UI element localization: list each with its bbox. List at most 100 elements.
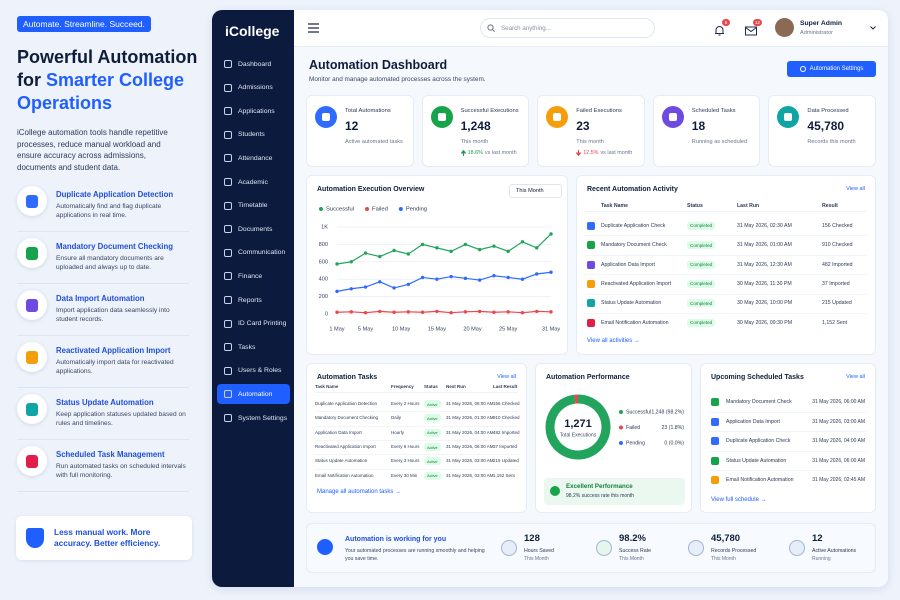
nav-item[interactable]: Admissions [217, 78, 290, 98]
footer-link[interactable]: View all activities → [587, 338, 640, 345]
status-pill: Active [424, 457, 441, 466]
chevron[interactable] [870, 26, 876, 30]
feature-list: Duplicate Application Detection Automatic… [17, 180, 189, 492]
nav-label: Users & Roles [238, 367, 282, 375]
period-dropdown[interactable]: This Month [509, 184, 562, 198]
footer-link[interactable]: View full schedule → [711, 497, 767, 503]
task-name: Application Data Import [726, 418, 780, 425]
series-point [492, 244, 496, 248]
series-point [335, 262, 339, 266]
task-name: Mandatory Document Check [726, 399, 792, 405]
series-point [506, 310, 510, 314]
status-pill: Completed [687, 279, 716, 288]
nav-item[interactable]: Finance [217, 266, 290, 286]
cell: 37 Imported [493, 444, 518, 450]
series-point [477, 247, 482, 252]
status-banner: Automation is working for you Your automa… [306, 523, 876, 573]
kpi-icon [546, 106, 569, 128]
kpi-card: Total Automations 12 Active automated task… [306, 95, 414, 167]
series-point [335, 289, 339, 294]
row-rule [585, 313, 867, 314]
legend-swatch [319, 207, 323, 211]
nav-item[interactable]: ID Card Printing [217, 314, 290, 334]
headline: Powerful Automation for Smarter College … [17, 46, 207, 115]
search-box[interactable]: Search anything... [480, 18, 655, 38]
series-point [363, 251, 368, 255]
status-text: 98.2% success rate this month [566, 493, 635, 499]
nav-item[interactable]: Tasks [217, 337, 290, 357]
series-point [463, 276, 468, 281]
notifications[interactable]: 5 [714, 19, 730, 36]
nav-item[interactable]: Applications [217, 101, 290, 121]
series-point [520, 310, 525, 315]
nav-icon [224, 366, 232, 375]
cell: Hourly [391, 429, 405, 435]
x-tick-label: 15 May [428, 326, 447, 332]
nav-label: Students [238, 131, 265, 139]
menu-icon[interactable] [308, 23, 319, 33]
nav-item[interactable]: Students [217, 125, 290, 145]
view-all[interactable]: View all [846, 374, 865, 380]
trend-text: vs last month [484, 150, 517, 156]
cell: Mandatory Document Checking [315, 415, 379, 421]
kpi-label: Data Processed [807, 108, 849, 114]
cell: 31 May 2026, 01:00 AM [446, 415, 494, 421]
status-icon [550, 486, 560, 496]
nav-item[interactable]: Dashboard [217, 54, 290, 74]
kpi-label: Successful Executions [460, 108, 519, 114]
series-point [535, 246, 539, 250]
nav-label: Documents [238, 225, 273, 233]
cell: 31 May 2026, 03:00 AM [446, 472, 494, 478]
arrow [460, 150, 466, 156]
donut-chart: 1,271 Total Executions Successful (98.2%)1,… [545, 394, 685, 460]
donut-total-label: Total Executions [560, 432, 597, 438]
footer-link[interactable]: Manage all automation tasks → [317, 488, 402, 495]
column-header: Task Name [601, 203, 629, 209]
view-all[interactable]: View all [846, 186, 865, 192]
nav-item[interactable]: Communication [217, 243, 290, 263]
kpi-label: Total Automations [345, 108, 391, 114]
task-date: 31 May 2026, 06:00 AM [812, 399, 865, 405]
nav-label: Dashboard [238, 60, 272, 68]
legend-percent: (0.0%) [669, 440, 685, 446]
feature-text: Duplicate Application Detection Automatic… [56, 186, 189, 231]
view-all[interactable]: View all [497, 374, 516, 380]
kpi-note: Running as scheduled [691, 139, 748, 145]
avatar[interactable] [775, 18, 794, 37]
feature: Status Update Automation Keep application… [17, 388, 189, 440]
series-point [335, 310, 339, 314]
task-date: 31 May 2026, 04:00 AM [812, 438, 865, 445]
messages[interactable]: 12 [745, 19, 762, 36]
shield-icon [26, 528, 44, 548]
cell: 30 May 2026, 10:00 PM [737, 300, 793, 307]
nav-item[interactable]: Documents [217, 219, 290, 239]
series-point [520, 277, 525, 281]
feature: Reactivated Application Import Automatica… [17, 336, 189, 388]
series-point [477, 278, 482, 282]
nav-item[interactable]: Attendance [217, 148, 290, 168]
tagline: Automate. Streamline. Succeed. [17, 16, 151, 32]
nav-item[interactable]: Academic [217, 172, 290, 192]
sidebar: iCollege Dashboard Admissions Applications… [212, 10, 294, 587]
feature-glyph [26, 402, 38, 416]
nav-item[interactable]: Automation [217, 384, 290, 405]
y-tick-label: 0 [325, 311, 328, 317]
feature-title: Data Import Automation [56, 294, 145, 303]
nav-item[interactable]: Reports [217, 290, 290, 310]
brand[interactable]: iCollege [225, 23, 280, 39]
series-point [506, 249, 510, 254]
cell: 910 Checked [493, 415, 520, 421]
nav-item[interactable]: System Settings [217, 408, 290, 428]
nav-item[interactable]: Users & Roles [217, 361, 290, 381]
feature-desc: Automatically import data for reactivate… [56, 359, 174, 376]
x-tick-label: 5 May [358, 326, 373, 332]
settings-button[interactable]: Automation Settings [787, 61, 876, 77]
kpi-value: 12 [345, 119, 359, 133]
cell: Status Update Automation [601, 300, 662, 307]
line-chart-card: Automation Execution Overview 0 200 400 600 8… [306, 175, 568, 355]
gear-icon [799, 66, 806, 72]
trend-change: 18.6% [467, 150, 483, 156]
nav-icon [224, 248, 232, 257]
nav-icon [224, 130, 232, 139]
nav-item[interactable]: Timetable [217, 196, 290, 216]
